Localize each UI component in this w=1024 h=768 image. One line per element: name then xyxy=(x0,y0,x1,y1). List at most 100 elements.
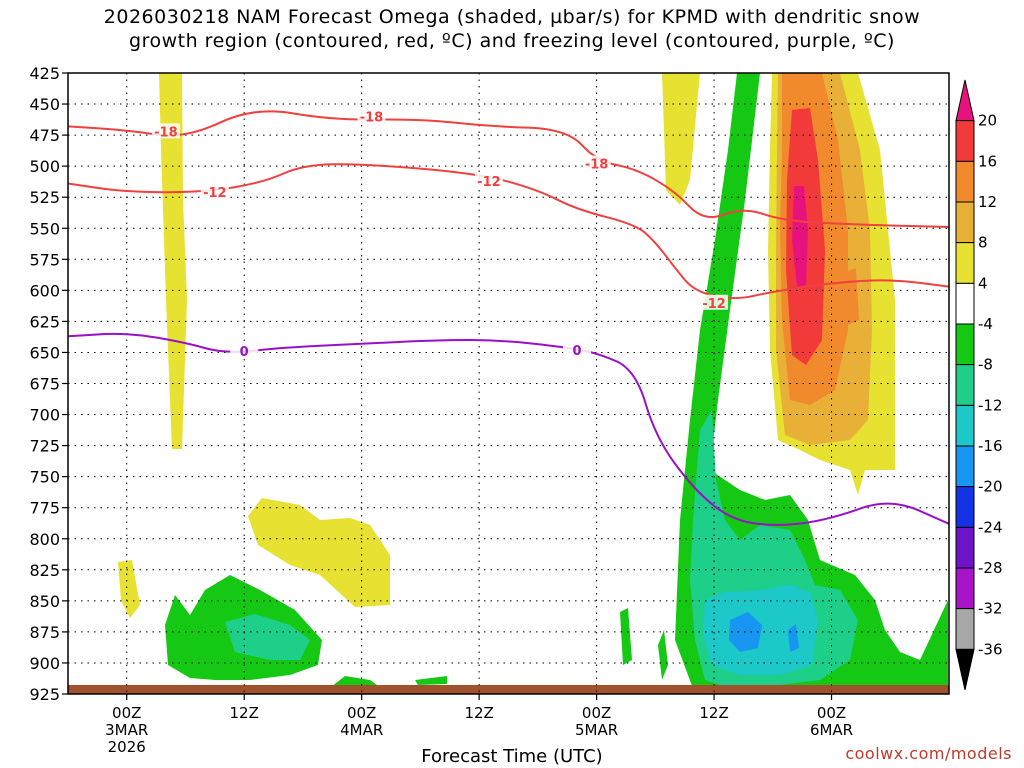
omega-plus4-blob-mid xyxy=(248,498,390,607)
colorbar-label: 4 xyxy=(978,274,988,292)
omega-positive-regions xyxy=(118,73,895,618)
contour-line--18 xyxy=(68,110,949,229)
omega-minus16-small xyxy=(788,624,799,652)
colorbar-swatch xyxy=(955,404,975,447)
omega-plus4-blob-left xyxy=(118,560,140,618)
y-tick-label: 900 xyxy=(29,654,60,673)
colorbar-label: -16 xyxy=(978,437,1003,455)
x-tick-date: 3MAR xyxy=(105,721,148,739)
x-tick-date: 5MAR xyxy=(575,721,618,739)
colorbar-label: 8 xyxy=(978,234,988,252)
contour-label: -12 xyxy=(203,186,227,201)
chart-title-line2: growth region (contoured, red, ºC) and f… xyxy=(129,30,895,52)
x-tick-date: 4MAR xyxy=(340,721,383,739)
contour-label-bg xyxy=(563,341,592,357)
colorbar-swatch xyxy=(955,486,975,528)
colorbar-swatch xyxy=(955,445,975,488)
omega-minus4-small-4 xyxy=(658,630,668,680)
contour-label: 0 xyxy=(240,345,249,360)
contour-label-bg xyxy=(700,294,729,310)
omega-plus4-left-column xyxy=(159,73,187,449)
y-tick-label: 925 xyxy=(29,685,60,704)
contour-label: -18 xyxy=(154,125,178,140)
colorbar-label: 12 xyxy=(978,193,997,211)
y-tick-label: 725 xyxy=(29,437,60,456)
y-axis: 425 450 475 500 525 550 575 600 625 650 675 700 725 7… xyxy=(29,64,68,704)
omega-plus4-upper-middle xyxy=(662,73,700,205)
y-tick-label: 650 xyxy=(29,343,60,362)
contour-labels: -18 -18 -18 -12 -12 -12 0 0 xyxy=(151,108,729,360)
y-tick-label: 575 xyxy=(29,250,60,269)
x-tick-year: 2026 xyxy=(108,738,146,756)
colorbar-swatch xyxy=(955,364,975,406)
x-tick-label: 12Z xyxy=(464,704,493,722)
y-tick-label: 825 xyxy=(29,561,60,580)
colorbar-label: -8 xyxy=(978,356,993,374)
x-tick-label: 00Z xyxy=(112,704,141,722)
colorbar-swatch xyxy=(955,79,975,122)
colorbar-swatch xyxy=(955,160,975,203)
colorbar-swatch xyxy=(955,120,975,162)
x-tick-label: 12Z xyxy=(699,704,728,722)
contour-label-bg xyxy=(474,173,503,189)
colorbar-swatch xyxy=(955,282,975,325)
x-tick-label: 00Z xyxy=(817,704,846,722)
colorbar-swatch xyxy=(955,242,975,284)
colorbar-swatch xyxy=(955,608,975,650)
y-tick-label: 500 xyxy=(29,157,60,176)
omega-minus4-small-1 xyxy=(620,608,632,665)
colorbar: 20 16 12 8 4 -4 -8 -12 -16 -20 -24 -28 -32 -36 xyxy=(955,79,1003,691)
y-tick-label: 675 xyxy=(29,375,60,394)
y-tick-label: 525 xyxy=(29,188,60,207)
colorbar-label: -4 xyxy=(978,315,993,333)
colorbar-label: 16 xyxy=(978,152,997,170)
contour-label-bg xyxy=(230,343,259,359)
colorbar-label: -24 xyxy=(978,518,1003,536)
contour-label-bg xyxy=(151,123,180,139)
contour-label: -18 xyxy=(585,158,609,173)
x-tick-label: 00Z xyxy=(347,704,376,722)
colorbar-label: -28 xyxy=(978,559,1003,577)
y-tick-label: 775 xyxy=(29,499,60,518)
contour-label: -12 xyxy=(702,297,726,312)
y-tick-label: 600 xyxy=(29,281,60,300)
y-tick-label: 475 xyxy=(29,126,60,145)
contour-label: -12 xyxy=(477,175,501,190)
omega-minus4-small-3 xyxy=(415,676,447,685)
colorbar-label: -36 xyxy=(978,640,1003,658)
credit-text: coolwx.com/models xyxy=(845,744,1012,763)
colorbar-swatch xyxy=(955,201,975,244)
contour-label-bg xyxy=(357,108,386,124)
x-axis-title: Forecast Time (UTC) xyxy=(421,746,603,767)
omega-plus20 xyxy=(792,186,808,287)
chart-title-line1: 2026030218 NAM Forecast Omega (shaded, µ… xyxy=(103,6,921,28)
y-tick-label: 850 xyxy=(29,592,60,611)
colorbar-swatch xyxy=(955,526,975,569)
omega-minus8-left xyxy=(225,614,310,660)
contour-label: -18 xyxy=(360,110,384,125)
x-tick-date: 6MAR xyxy=(810,721,853,739)
y-tick-label: 800 xyxy=(29,530,60,549)
ground-strip xyxy=(68,685,949,694)
colorbar-label: -20 xyxy=(978,478,1003,496)
colorbar-label: 20 xyxy=(978,112,997,130)
y-tick-label: 750 xyxy=(29,468,60,487)
colorbar-swatch xyxy=(955,323,975,366)
y-tick-label: 450 xyxy=(29,95,60,114)
x-tick-label: 12Z xyxy=(230,704,259,722)
colorbar-swatch xyxy=(955,648,975,691)
y-tick-label: 550 xyxy=(29,219,60,238)
y-tick-label: 700 xyxy=(29,406,60,425)
contour-label-bg xyxy=(200,184,229,200)
omega-shading xyxy=(68,73,949,694)
x-tick-label: 00Z xyxy=(582,704,611,722)
y-tick-label: 625 xyxy=(29,312,60,331)
colorbar-label: -12 xyxy=(978,396,1003,414)
colorbar-label: -32 xyxy=(978,600,1003,618)
y-tick-label: 425 xyxy=(29,64,60,83)
y-tick-label: 875 xyxy=(29,623,60,642)
contour-line-0 xyxy=(68,332,949,526)
contour-label: 0 xyxy=(572,344,581,359)
